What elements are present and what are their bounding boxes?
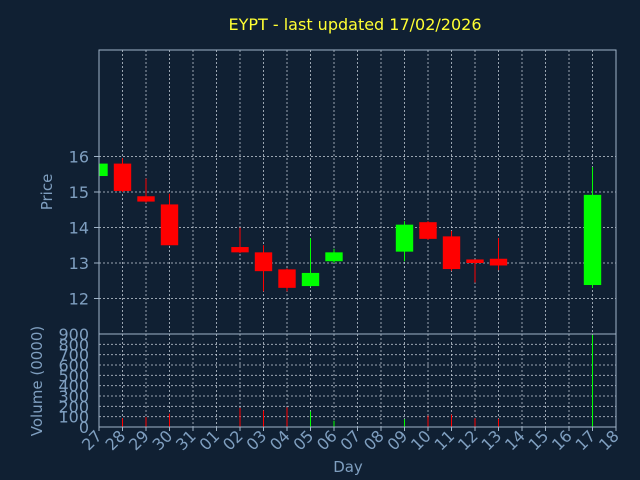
candle-body bbox=[489, 258, 508, 266]
candle-body bbox=[99, 163, 108, 177]
volume-y-tick-label: 200 bbox=[58, 397, 89, 416]
x-axis-label: Day bbox=[333, 458, 363, 476]
x-tick-labels: 2728293031010203040506070809101112131415… bbox=[78, 426, 623, 454]
volume-y-tick-label: 400 bbox=[58, 377, 89, 396]
candle-body bbox=[325, 252, 343, 262]
candle-body bbox=[395, 224, 414, 252]
price-y-tick-label: 16 bbox=[69, 148, 89, 167]
candle-body bbox=[442, 236, 461, 270]
volume-y-tick-label: 300 bbox=[58, 387, 89, 406]
candle-body bbox=[278, 269, 296, 288]
candle-body bbox=[466, 259, 484, 263]
candle-body bbox=[583, 194, 602, 286]
price-y-tick-label: 15 bbox=[69, 183, 89, 202]
candle-body bbox=[160, 204, 179, 246]
chart-title: EYPT - last updated 17/02/2026 bbox=[228, 15, 481, 34]
volume-y-tick-label: 900 bbox=[58, 325, 89, 344]
price-y-tick-labels: 12 13 14 15 16 bbox=[69, 148, 89, 309]
price-panel: 12 13 14 15 16 Price bbox=[38, 49, 617, 335]
candle-body bbox=[113, 163, 132, 191]
volume-y-tick-label: 0 bbox=[79, 418, 89, 437]
candlestick-series bbox=[98, 158, 602, 292]
candle-body bbox=[419, 222, 437, 239]
candle-body bbox=[301, 272, 320, 287]
candle-body bbox=[231, 247, 249, 253]
price-y-tick-label: 12 bbox=[69, 290, 89, 309]
candle-body bbox=[137, 196, 155, 202]
volume-y-tick-label: 700 bbox=[58, 346, 89, 365]
volume-y-tick-label: 600 bbox=[58, 356, 89, 375]
price-y-tick-label: 14 bbox=[69, 219, 89, 238]
candle-body bbox=[254, 252, 273, 272]
volume-y-tick-label: 100 bbox=[58, 408, 89, 427]
volume-axis-label: Volume (0000) bbox=[28, 326, 46, 436]
volume-bar-series bbox=[98, 335, 593, 427]
price-y-tick-label: 13 bbox=[69, 254, 89, 273]
price-axis-label: Price bbox=[38, 174, 56, 211]
volume-y-tick-label: 800 bbox=[58, 335, 89, 354]
volume-y-tick-label: 500 bbox=[58, 366, 89, 385]
